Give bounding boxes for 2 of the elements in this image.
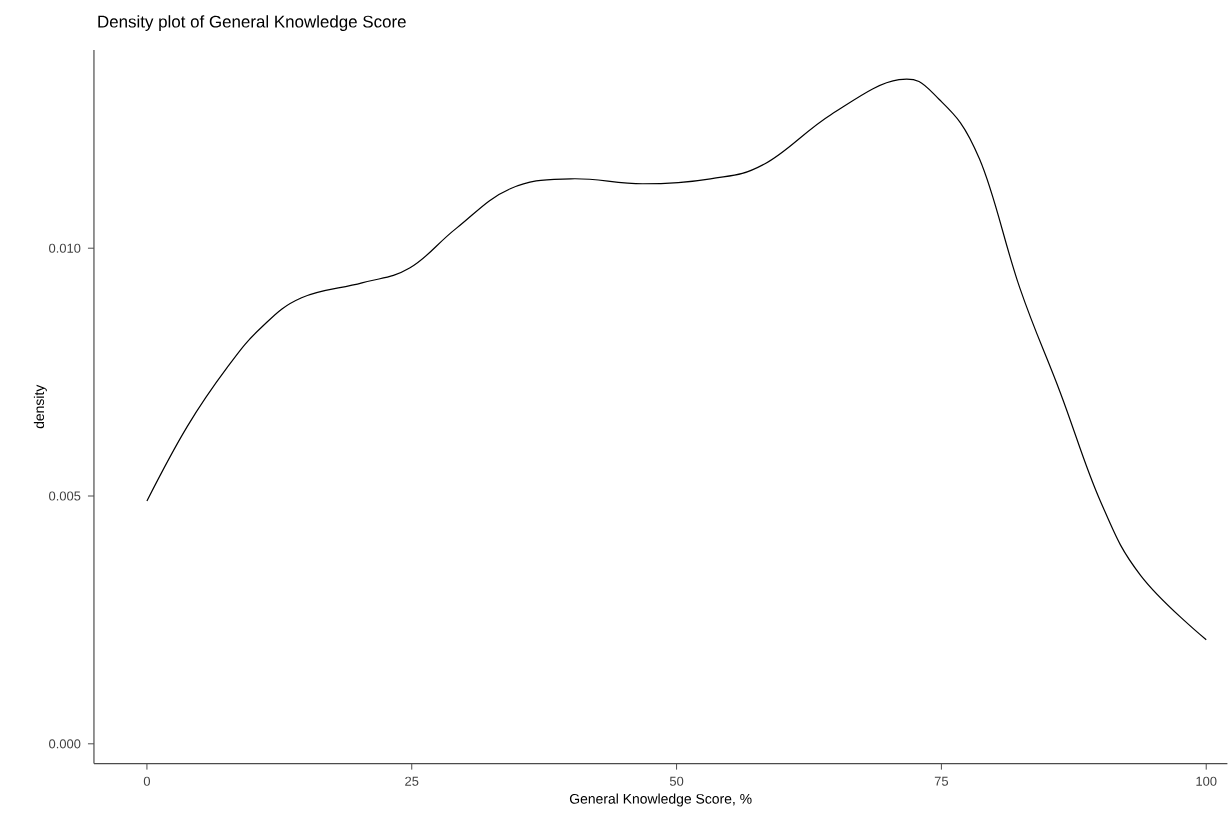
chart-title: Density plot of General Knowledge Score	[98, 15, 406, 32]
line-series	[146, 78, 1207, 641]
